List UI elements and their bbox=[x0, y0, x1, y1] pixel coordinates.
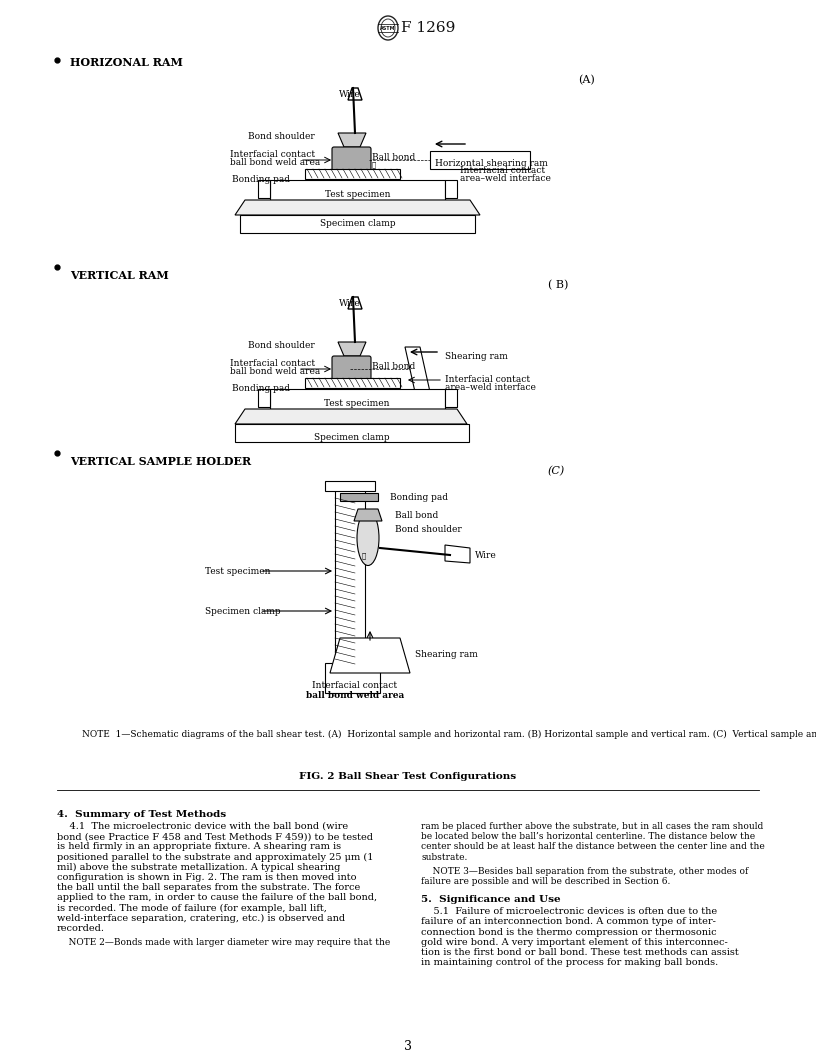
Text: in maintaining control of the process for making ball bonds.: in maintaining control of the process fo… bbox=[421, 958, 718, 967]
Text: Specimen clamp: Specimen clamp bbox=[320, 220, 395, 228]
Text: configuration is shown in Fig. 2. The ram is then moved into: configuration is shown in Fig. 2. The ra… bbox=[57, 873, 357, 882]
Text: Wire: Wire bbox=[339, 299, 361, 308]
FancyBboxPatch shape bbox=[332, 147, 371, 171]
Text: be located below the ball’s horizontal centerline. The distance below the: be located below the ball’s horizontal c… bbox=[421, 832, 755, 842]
Polygon shape bbox=[338, 342, 366, 356]
Text: is held firmly in an appropriate fixture. A shearing ram is: is held firmly in an appropriate fixture… bbox=[57, 843, 341, 851]
Text: NOTE 2—Bonds made with larger diameter wire may require that the: NOTE 2—Bonds made with larger diameter w… bbox=[57, 938, 390, 947]
Polygon shape bbox=[354, 509, 382, 521]
Text: Interfacial contact: Interfacial contact bbox=[230, 150, 315, 159]
Text: Bonding pad: Bonding pad bbox=[232, 175, 290, 184]
FancyBboxPatch shape bbox=[240, 215, 475, 233]
Text: ram be placed further above the substrate, but in all cases the ram should: ram be placed further above the substrat… bbox=[421, 822, 763, 831]
Text: tion is the first bond or ball bond. These test methods can assist: tion is the first bond or ball bond. The… bbox=[421, 948, 738, 957]
Text: Horizontal shearing ram: Horizontal shearing ram bbox=[435, 159, 548, 168]
Text: Ball bond: Ball bond bbox=[395, 511, 438, 520]
Text: 5.  Significance and Use: 5. Significance and Use bbox=[421, 895, 561, 904]
Text: area–weld interface: area–weld interface bbox=[445, 383, 536, 392]
Text: Bonding pad: Bonding pad bbox=[390, 493, 448, 502]
FancyBboxPatch shape bbox=[258, 389, 270, 407]
Text: Wire: Wire bbox=[339, 90, 361, 99]
Polygon shape bbox=[405, 347, 430, 392]
Text: Bond shoulder: Bond shoulder bbox=[248, 132, 315, 142]
Polygon shape bbox=[330, 638, 410, 673]
Text: (A): (A) bbox=[578, 75, 595, 86]
FancyBboxPatch shape bbox=[270, 389, 445, 409]
Text: connection bond is the thermo compression or thermosonic: connection bond is the thermo compressio… bbox=[421, 927, 716, 937]
FancyBboxPatch shape bbox=[430, 151, 530, 169]
Text: Interfacial contact: Interfacial contact bbox=[460, 166, 545, 175]
Text: 3: 3 bbox=[404, 1040, 412, 1053]
FancyBboxPatch shape bbox=[258, 180, 270, 199]
Text: ℓ: ℓ bbox=[361, 551, 366, 559]
Text: failure of an interconnection bond. A common type of inter-: failure of an interconnection bond. A co… bbox=[421, 918, 716, 926]
Text: Ball bond: Ball bond bbox=[372, 153, 415, 162]
Text: ASTM: ASTM bbox=[380, 25, 396, 31]
Text: gold wire bond. A very important element of this interconnec-: gold wire bond. A very important element… bbox=[421, 938, 728, 947]
Text: center should be at least half the distance between the center line and the: center should be at least half the dista… bbox=[421, 843, 765, 851]
Text: Test specimen: Test specimen bbox=[325, 190, 390, 199]
Text: VERTICAL RAM: VERTICAL RAM bbox=[70, 270, 169, 281]
Text: Wire: Wire bbox=[475, 551, 497, 560]
Text: ℓ: ℓ bbox=[372, 161, 376, 168]
Text: HORIZONAL RAM: HORIZONAL RAM bbox=[70, 57, 183, 68]
Text: FIG. 2 Ball Shear Test Configurations: FIG. 2 Ball Shear Test Configurations bbox=[299, 772, 517, 781]
Text: Specimen clamp: Specimen clamp bbox=[314, 433, 390, 442]
Polygon shape bbox=[348, 88, 362, 100]
Text: 4.  Summary of Test Methods: 4. Summary of Test Methods bbox=[57, 810, 226, 819]
Text: Bond shoulder: Bond shoulder bbox=[395, 525, 462, 534]
FancyBboxPatch shape bbox=[270, 180, 445, 200]
FancyBboxPatch shape bbox=[332, 356, 371, 380]
Polygon shape bbox=[235, 409, 467, 425]
Text: ball bond weld area: ball bond weld area bbox=[230, 367, 320, 376]
Text: NOTE  1—Schematic diagrams of the ball shear test. (A)  Horizontal sample and ho: NOTE 1—Schematic diagrams of the ball sh… bbox=[82, 730, 816, 739]
Text: Bond shoulder: Bond shoulder bbox=[248, 341, 315, 350]
Text: (C): (C) bbox=[548, 466, 565, 476]
FancyBboxPatch shape bbox=[340, 493, 378, 501]
Text: weld-interface separation, cratering, etc.) is observed and: weld-interface separation, cratering, et… bbox=[57, 913, 345, 923]
Text: recorded.: recorded. bbox=[57, 924, 105, 934]
Text: VERTICAL SAMPLE HOLDER: VERTICAL SAMPLE HOLDER bbox=[70, 456, 251, 467]
Polygon shape bbox=[338, 133, 366, 147]
Polygon shape bbox=[235, 200, 480, 215]
FancyBboxPatch shape bbox=[325, 663, 380, 693]
Text: substrate.: substrate. bbox=[421, 852, 468, 862]
Text: Test specimen: Test specimen bbox=[205, 567, 270, 576]
Text: Interfacial contact: Interfacial contact bbox=[313, 681, 397, 690]
Text: the ball until the ball separates from the substrate. The force: the ball until the ball separates from t… bbox=[57, 883, 360, 892]
FancyBboxPatch shape bbox=[445, 180, 457, 199]
Text: Bonding pad: Bonding pad bbox=[232, 384, 290, 393]
FancyBboxPatch shape bbox=[335, 488, 365, 663]
FancyBboxPatch shape bbox=[445, 389, 457, 407]
Polygon shape bbox=[348, 297, 362, 309]
FancyBboxPatch shape bbox=[305, 378, 400, 388]
Text: is recorded. The mode of failure (for example, ball lift,: is recorded. The mode of failure (for ex… bbox=[57, 904, 327, 912]
Text: 4.1  The microelectronic device with the ball bond (wire: 4.1 The microelectronic device with the … bbox=[57, 822, 348, 831]
Text: Interfacial contact: Interfacial contact bbox=[230, 359, 315, 367]
Text: 5.1  Failure of microelectronic devices is often due to the: 5.1 Failure of microelectronic devices i… bbox=[421, 907, 717, 917]
Ellipse shape bbox=[357, 510, 379, 566]
Text: Specimen clamp: Specimen clamp bbox=[205, 607, 281, 616]
Text: Ball bond: Ball bond bbox=[372, 362, 415, 371]
Text: mil) above the substrate metallization. A typical shearing: mil) above the substrate metallization. … bbox=[57, 863, 340, 872]
Text: Interfacial contact: Interfacial contact bbox=[445, 375, 530, 384]
Text: positioned parallel to the substrate and approximately 25 μm (1: positioned parallel to the substrate and… bbox=[57, 852, 374, 862]
Text: ball bond weld area: ball bond weld area bbox=[230, 158, 320, 167]
Text: applied to the ram, in order to cause the failure of the ball bond,: applied to the ram, in order to cause th… bbox=[57, 893, 377, 903]
Text: NOTE 3—Besides ball separation from the substrate, other modes of: NOTE 3—Besides ball separation from the … bbox=[421, 867, 748, 875]
Text: area–weld interface: area–weld interface bbox=[460, 174, 551, 183]
Text: bond (see Practice F 458 and Test Methods F 459)) to be tested: bond (see Practice F 458 and Test Method… bbox=[57, 832, 373, 842]
Text: ( B): ( B) bbox=[548, 280, 569, 290]
Text: Test specimen: Test specimen bbox=[324, 399, 390, 408]
Polygon shape bbox=[445, 545, 470, 563]
Text: F 1269: F 1269 bbox=[401, 21, 455, 35]
Text: ball bond weld area: ball bond weld area bbox=[306, 691, 404, 700]
FancyBboxPatch shape bbox=[325, 480, 375, 491]
Text: Shearing ram: Shearing ram bbox=[415, 650, 478, 659]
Text: Shearing ram: Shearing ram bbox=[445, 352, 508, 361]
FancyBboxPatch shape bbox=[235, 425, 469, 442]
FancyBboxPatch shape bbox=[305, 169, 400, 180]
Text: failure are possible and will be described in Section 6.: failure are possible and will be describ… bbox=[421, 876, 671, 886]
